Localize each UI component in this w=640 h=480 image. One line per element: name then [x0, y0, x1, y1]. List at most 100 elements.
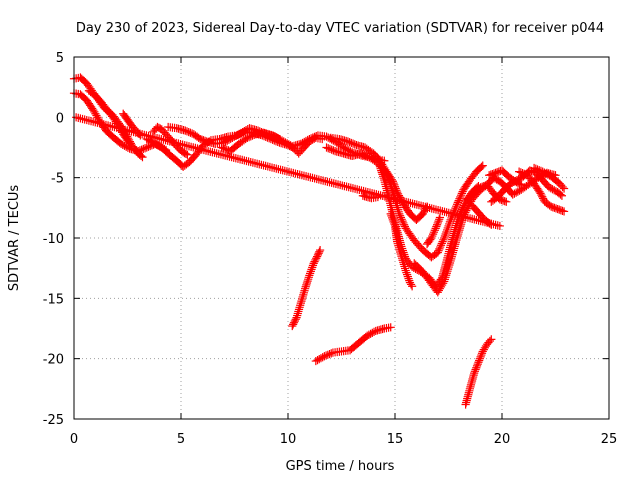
data-point [347, 138, 356, 148]
data-point [557, 191, 567, 200]
data-point [515, 179, 524, 189]
data-point [310, 257, 319, 266]
data-point [485, 336, 494, 346]
data-point [515, 167, 524, 176]
data-point [246, 132, 255, 141]
data-point [369, 327, 379, 336]
data-point [493, 168, 502, 177]
data-point [243, 133, 252, 142]
data-point [134, 147, 143, 156]
data-point [313, 250, 323, 259]
data-point [323, 350, 332, 359]
data-point [219, 144, 228, 153]
data-point [309, 259, 318, 268]
data-point [314, 249, 323, 258]
data-point [358, 150, 367, 159]
data-point [144, 142, 153, 151]
data-point [135, 146, 145, 155]
data-point [535, 166, 544, 175]
x-tick-label: 5 [177, 432, 185, 447]
data-point [360, 150, 369, 160]
data-point [538, 194, 548, 203]
data-point [142, 143, 151, 152]
data-point [551, 204, 561, 213]
x-axis-label: GPS time / hours [286, 459, 395, 474]
data-point [123, 143, 133, 152]
y-tick-label: -10 [43, 232, 64, 247]
data-point [200, 136, 210, 145]
series-arc-T [515, 167, 569, 216]
data-point [556, 190, 565, 199]
data-point [350, 140, 359, 149]
data-point [313, 252, 322, 261]
y-tick-label: 5 [56, 51, 64, 66]
data-point [291, 315, 300, 324]
series-arc-W [119, 109, 145, 140]
data-point [497, 195, 506, 205]
data-point [316, 245, 325, 255]
data-point [327, 145, 336, 154]
data-point [495, 221, 504, 231]
data-point [538, 192, 547, 201]
data-point [289, 320, 298, 329]
data-point [322, 143, 331, 152]
data-point [184, 127, 193, 137]
data-point [161, 145, 171, 155]
x-tick-label: 25 [601, 432, 618, 447]
data-point [502, 197, 511, 206]
data-point [345, 138, 354, 147]
data-point [160, 144, 169, 154]
data-point [182, 127, 192, 136]
data-layer [69, 73, 569, 409]
data-point [312, 254, 321, 263]
data-point [533, 165, 542, 174]
data-point [183, 150, 192, 159]
data-point [555, 205, 564, 214]
data-point [520, 169, 529, 178]
data-point [518, 168, 527, 178]
data-point [315, 247, 324, 256]
data-point [361, 151, 370, 160]
y-tick-label: -20 [43, 353, 64, 368]
data-point [181, 149, 191, 159]
data-point [289, 318, 299, 327]
data-point [559, 184, 569, 193]
tick-layer: 0 5 10 15 20 25 5 0 -5 -10 -15 -20 -25 [43, 51, 618, 447]
data-point [536, 189, 545, 198]
data-point [500, 197, 509, 206]
data-point [516, 168, 525, 177]
data-point [550, 203, 559, 212]
data-point [485, 171, 494, 180]
data-point [139, 144, 148, 154]
data-point [197, 135, 206, 144]
y-tick-label: -25 [43, 413, 64, 428]
data-point [125, 139, 134, 148]
series-arc-B [69, 89, 327, 171]
data-point [321, 351, 331, 360]
data-point [250, 130, 259, 140]
data-point [303, 135, 312, 145]
series-isolated [72, 113, 504, 231]
data-point [307, 134, 316, 143]
data-point [356, 149, 365, 158]
data-point [273, 134, 282, 143]
series-arc-F [217, 128, 284, 156]
series-arc-Q [463, 180, 511, 206]
data-point [181, 126, 190, 135]
data-point [199, 136, 208, 145]
data-point [435, 213, 445, 222]
data-point [311, 255, 320, 265]
data-point [244, 133, 254, 142]
data-point [290, 316, 299, 326]
data-point [487, 335, 496, 344]
series-arc-P [461, 335, 496, 409]
data-point [305, 134, 314, 144]
series-arc-O [311, 323, 395, 366]
data-point [137, 145, 146, 154]
data-point [498, 196, 508, 205]
data-point [217, 143, 226, 152]
data-point [138, 153, 147, 162]
x-tick-label: 20 [494, 432, 511, 447]
data-point [559, 207, 569, 216]
